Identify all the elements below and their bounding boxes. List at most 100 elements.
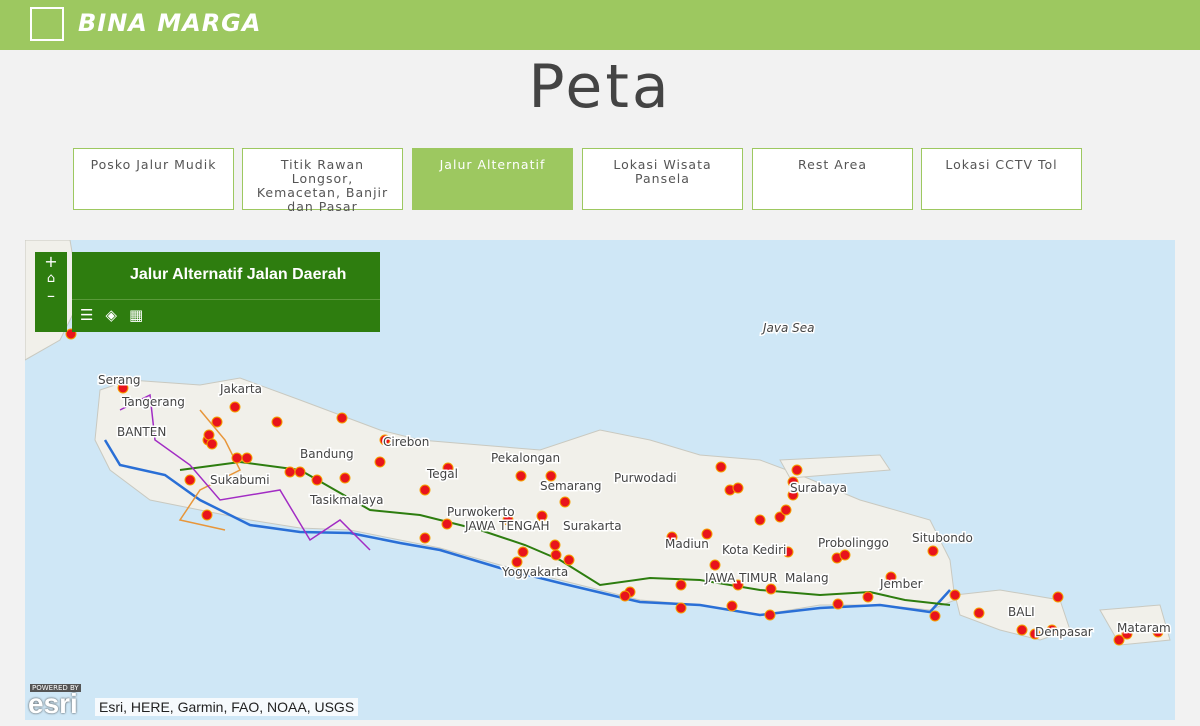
- map-point[interactable]: [1046, 624, 1058, 636]
- map-point[interactable]: [832, 598, 844, 610]
- brand[interactable]: BINA MARGA: [78, 9, 262, 37]
- map-point[interactable]: [241, 452, 253, 464]
- attribution: Esri, HERE, Garmin, FAO, NOAA, USGS: [95, 698, 359, 716]
- map-point[interactable]: [442, 462, 454, 474]
- map-point[interactable]: [441, 518, 453, 530]
- map-point[interactable]: [203, 429, 215, 441]
- tab[interactable]: Rest Area: [752, 148, 913, 210]
- map-point[interactable]: [206, 438, 218, 450]
- map-point[interactable]: [311, 474, 323, 486]
- land-bali: [954, 589, 1071, 641]
- map-point[interactable]: [201, 509, 213, 521]
- tab-active[interactable]: Jalur Alternatif: [412, 148, 573, 210]
- map-label: Malang: [785, 571, 829, 585]
- map-point[interactable]: [379, 434, 391, 446]
- map-label: Tegal: [426, 467, 458, 481]
- map-point[interactable]: [419, 532, 431, 544]
- header: BINA MARGA: [0, 0, 1200, 50]
- tab[interactable]: Posko Jalur Mudik: [73, 148, 234, 210]
- map-label: Jakarta: [219, 382, 262, 396]
- tab[interactable]: Lokasi CCTV Tol: [921, 148, 1082, 210]
- map-point[interactable]: [339, 472, 351, 484]
- map-point[interactable]: [839, 549, 851, 561]
- map-point[interactable]: [666, 531, 678, 543]
- map-point[interactable]: [1152, 626, 1164, 638]
- map-point[interactable]: [949, 589, 961, 601]
- zoom-in[interactable]: +: [44, 252, 58, 271]
- tab[interactable]: Lokasi Wisata Pansela: [582, 148, 743, 210]
- map-label: Semarang: [540, 479, 602, 493]
- map-label: Kota Kediri: [722, 543, 786, 557]
- map-point[interactable]: [774, 511, 786, 523]
- map-point[interactable]: [550, 549, 562, 561]
- map-point[interactable]: [184, 474, 196, 486]
- map-point[interactable]: [515, 470, 527, 482]
- logo[interactable]: [30, 7, 64, 41]
- map-point[interactable]: [701, 528, 713, 540]
- map-point[interactable]: [929, 610, 941, 622]
- map-label: Tangerang: [121, 395, 185, 409]
- map-point[interactable]: [549, 539, 561, 551]
- divider: [72, 299, 380, 300]
- esri-logo[interactable]: esri: [28, 688, 78, 719]
- map-point[interactable]: [1113, 634, 1125, 646]
- map-point[interactable]: [787, 489, 799, 501]
- map-point[interactable]: [885, 571, 897, 583]
- map-point[interactable]: [536, 510, 548, 522]
- map-point[interactable]: [732, 579, 744, 591]
- map-point[interactable]: [1121, 628, 1133, 640]
- map-point[interactable]: [791, 464, 803, 476]
- map-point[interactable]: [619, 590, 631, 602]
- map-label: Denpasar: [1035, 625, 1093, 639]
- map-point[interactable]: [1052, 591, 1064, 603]
- map-point[interactable]: [117, 382, 129, 394]
- map-point[interactable]: [559, 496, 571, 508]
- map-label: Tasikmalaya: [309, 493, 383, 507]
- map-point[interactable]: [732, 482, 744, 494]
- map-label: Surabaya: [790, 481, 847, 495]
- map-point[interactable]: [374, 456, 386, 468]
- map-label: Sukabumi: [210, 473, 270, 487]
- map-point[interactable]: [336, 412, 348, 424]
- map-point[interactable]: [1029, 628, 1041, 640]
- map-point[interactable]: [765, 583, 777, 595]
- map-point[interactable]: [502, 514, 514, 526]
- panel-icons[interactable]: ☰◈▦: [80, 306, 156, 324]
- road-coast: [103, 439, 951, 617]
- map-point[interactable]: [211, 416, 223, 428]
- map-point[interactable]: [294, 466, 306, 478]
- map-label: BALI: [1008, 605, 1035, 619]
- map-point[interactable]: [563, 554, 575, 566]
- map-point[interactable]: [271, 416, 283, 428]
- map-point[interactable]: [545, 470, 557, 482]
- tab[interactable]: Titik Rawan Longsor, Kemacetan, Banjir d…: [242, 148, 403, 214]
- map-point[interactable]: [726, 600, 738, 612]
- map-point[interactable]: [780, 504, 792, 516]
- map-point[interactable]: [511, 556, 523, 568]
- map-point[interactable]: [754, 514, 766, 526]
- map-label: Pekalongan: [491, 451, 560, 465]
- map-point[interactable]: [764, 609, 776, 621]
- map-point[interactable]: [715, 461, 727, 473]
- map-label: Purwokerto: [447, 505, 515, 519]
- zoom-out[interactable]: –: [47, 286, 55, 305]
- map-point[interactable]: [284, 466, 296, 478]
- map[interactable]: Java Sea Serang Tangerang Jakarta BANTEN Band…: [25, 240, 1175, 720]
- map-point[interactable]: [709, 559, 721, 571]
- home-button[interactable]: ⌂: [46, 271, 56, 286]
- panel-title: Jalur Alternatif Jalan Daerah: [130, 266, 347, 283]
- map-point[interactable]: [973, 607, 985, 619]
- map-point[interactable]: [675, 579, 687, 591]
- map-point[interactable]: [231, 452, 243, 464]
- map-point[interactable]: [782, 546, 794, 558]
- map-point[interactable]: [419, 484, 431, 496]
- map-point[interactable]: [1016, 624, 1028, 636]
- map-point[interactable]: [675, 602, 687, 614]
- map-point[interactable]: [862, 591, 874, 603]
- map-label: Surakarta: [563, 519, 622, 533]
- map-point[interactable]: [927, 545, 939, 557]
- map-point[interactable]: [517, 546, 529, 558]
- map-point[interactable]: [229, 401, 241, 413]
- map-label: Mataram: [1117, 621, 1171, 635]
- map-point[interactable]: [787, 476, 799, 488]
